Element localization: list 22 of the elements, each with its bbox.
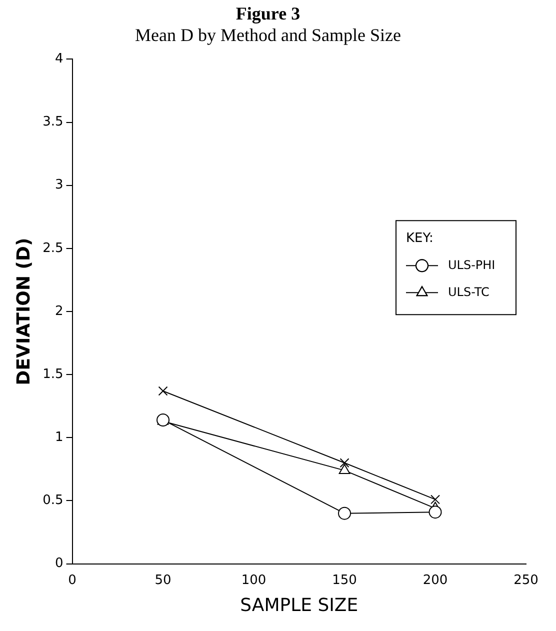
x-tick-label: 50 [154,572,172,588]
x-tick-label: 250 [514,572,538,588]
legend-label: ULS-PHI [448,258,496,272]
y-tick-label: 2 [54,304,64,319]
x-tick-label: 100 [241,572,266,588]
chart-title: Figure 3 [236,3,300,24]
y-tick-label: 2.5 [42,240,64,256]
x-tick-label: 0 [68,572,76,588]
legend-title: KEY: [406,231,434,246]
x-axis-title: SAMPLE SIZE [240,594,358,616]
y-axis-title: DEVIATION (D) [13,238,34,386]
chart-subtitle: Mean D by Method and Sample Size [135,25,401,46]
y-tick-label: 3.5 [42,114,64,130]
y-tick-label: 4 [54,52,64,67]
y-tick-label: 0.5 [42,493,64,508]
legend-label: ULS-TC [448,284,490,299]
y-tick-label: 1 [54,430,64,446]
y-tick-label: 0 [54,556,64,572]
x-tick-label: 200 [422,572,448,588]
y-tick-label: 3 [54,178,64,193]
y-tick-label: 1.5 [42,366,64,382]
x-tick-label: 150 [332,572,357,588]
